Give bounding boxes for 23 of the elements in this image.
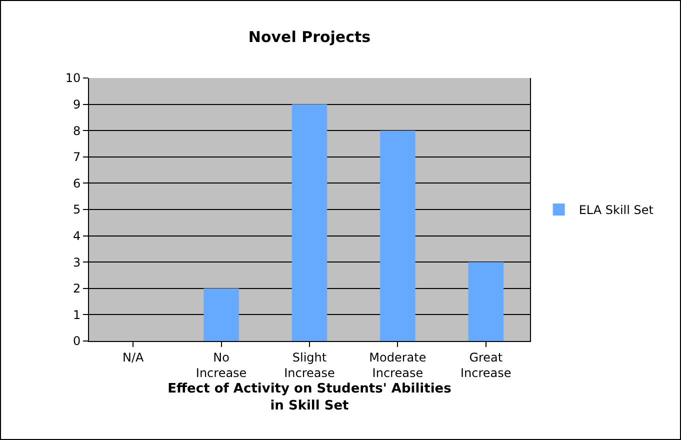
y-tick-label: 9 — [72, 98, 81, 112]
x-tick-label: Great Increase — [460, 350, 512, 380]
y-tick-label: 8 — [72, 124, 81, 138]
y-tick-label: 7 — [72, 150, 81, 164]
x-tick-label: No Increase — [196, 350, 247, 380]
x-tick-label: N/A — [122, 350, 144, 364]
y-tick-label: 10 — [65, 71, 81, 86]
bar — [204, 288, 239, 341]
y-tick-label: 3 — [72, 255, 81, 270]
y-tick-label: 1 — [72, 308, 81, 322]
y-tick-label: 4 — [72, 229, 81, 243]
y-tick-label: 5 — [72, 202, 81, 217]
chart-title: Novel Projects — [248, 28, 371, 46]
bar — [380, 130, 416, 341]
y-tick-label: 0 — [72, 334, 81, 348]
x-tick-label: Moderate Increase — [369, 350, 426, 380]
x-tick-label: Slight Increase — [284, 350, 335, 380]
x-axis-title: Effect of Activity on Students' Abilities in Skill Set — [168, 382, 452, 414]
bar — [292, 104, 328, 341]
y-tick-label: 2 — [72, 282, 81, 296]
legend-label: ELA Skill Set — [578, 203, 654, 218]
y-tick-label: 6 — [72, 176, 81, 190]
bar — [468, 262, 504, 341]
